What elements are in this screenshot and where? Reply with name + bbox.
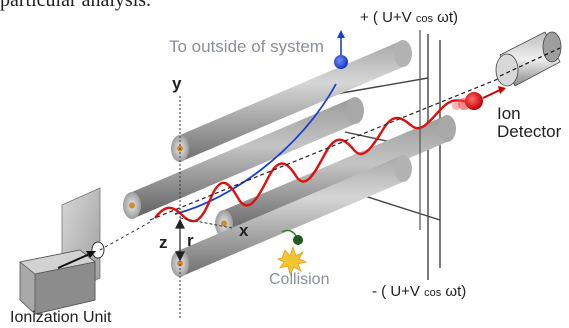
caption-text: particular analysis. [0,0,152,11]
minus-voltage-cos: cos [424,287,442,299]
axis-x-label: x [239,221,249,240]
minus-voltage-label: - ( U+V cos ωt) [372,284,466,299]
entry-guide [99,221,151,251]
plus-voltage-suffix: ωt) [432,9,459,26]
rod-bottom [171,155,412,277]
x-axis-line [179,217,233,229]
minus-voltage-prefix: - ( U+V [372,283,425,300]
minus-voltage-suffix: ωt) [441,283,467,300]
axis-z-label: z [159,233,168,252]
escape-trajectory [174,83,337,215]
ion-trajectory [154,99,469,223]
ion-detector-label: Ion Detector [497,105,561,141]
ionization-arrow [57,251,96,269]
plus-voltage-cos: cos [415,13,433,25]
ionization-box [19,249,96,315]
ion-detector-line2: Detector [497,121,562,141]
axis-r-label: r [187,231,194,250]
ion-detector [495,31,562,87]
plus-voltage-label: + ( U+V cos ωt) [360,10,458,25]
ion-particle [452,86,506,110]
outside-system-label: To outside of system [169,37,324,56]
central-axis [149,61,541,221]
plus-voltage-prefix: + ( U+V [360,9,416,26]
rod-axis-markers [129,145,227,267]
escaping-ion [334,30,348,69]
r-arrow [175,218,185,262]
ion-detector-line1: Ion [497,104,521,123]
rod-left [123,97,364,219]
collision-marker [276,229,308,276]
axis-y-label: y [172,74,182,93]
collision-label: Collision [269,271,330,288]
ionization-unit-label: Ionization Unit [10,309,112,326]
